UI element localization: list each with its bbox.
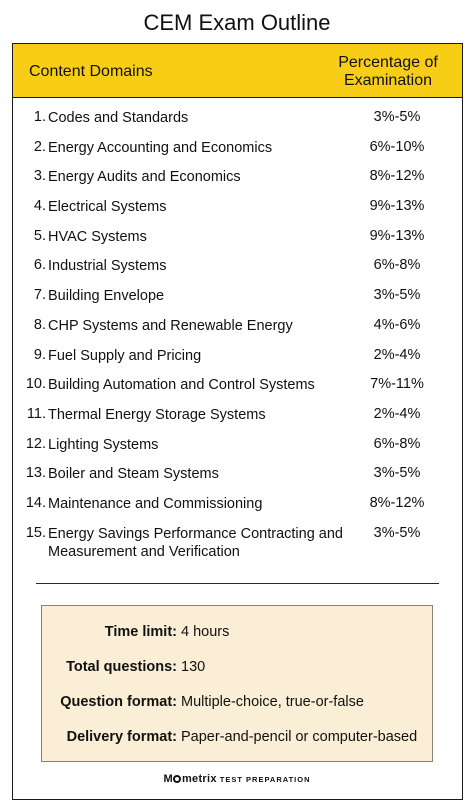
table-header: Content Domains Percentage of Examinatio…: [12, 43, 463, 98]
table-row: 15. Energy Savings Performance Contracti…: [12, 518, 463, 566]
row-percentage: 3%-5%: [373, 287, 421, 304]
row-percentage: 2%-4%: [373, 346, 421, 363]
domain-rows: 1. Codes and Standards 3%-5% 2. Energy A…: [12, 102, 463, 566]
time-limit-label: Time limit:: [104, 624, 177, 640]
row-percentage: 6%-10%: [369, 138, 425, 155]
table-row: 2. Energy Accounting and Economics 6%-10…: [12, 132, 463, 162]
total-questions-value: 130: [181, 659, 206, 675]
table-row: 12. Lighting Systems 6%-8%: [12, 429, 463, 459]
brand-tagline: TEST PREPARATION: [219, 775, 311, 784]
brand-name-suffix: metrix: [181, 773, 217, 785]
row-domain: Energy Savings Performance Contracting a…: [48, 525, 343, 560]
row-domain: Building Envelope: [48, 288, 165, 305]
brand-o-icon: [173, 775, 182, 783]
table-row: 9. Fuel Supply and Pricing 2%-4%: [12, 340, 463, 370]
table-row: 5. HVAC Systems 9%-13%: [12, 221, 463, 251]
table-row: 4. Electrical Systems 9%-13%: [12, 191, 463, 221]
row-number: 7.: [33, 287, 46, 304]
row-percentage: 9%-13%: [369, 198, 425, 215]
row-number: 14.: [25, 494, 46, 511]
divider: [36, 583, 439, 584]
row-domain: Maintenance and Commissioning: [48, 495, 263, 512]
header-content-domains: Content Domains: [29, 63, 153, 80]
row-percentage: 8%-12%: [369, 494, 425, 511]
time-limit-value: 4 hours: [181, 624, 230, 640]
row-number: 1.: [33, 109, 46, 125]
table-row: 3. Energy Audits and Economics 8%-12%: [12, 161, 463, 191]
row-percentage: 6%-8%: [373, 435, 421, 452]
question-format-label: Question format:: [60, 694, 177, 710]
table-row: 7. Building Envelope 3%-5%: [12, 280, 463, 310]
row-percentage: 8%-12%: [369, 168, 425, 185]
row-domain: Energy Audits and Economics: [48, 169, 241, 186]
page-title: CEM Exam Outline: [143, 10, 331, 35]
row-number: 3.: [33, 168, 46, 185]
row-number: 9.: [33, 346, 46, 363]
row-domain: Boiler and Steam Systems: [48, 466, 219, 483]
exam-info-box: Time limit: 4 hours Total questions: 130…: [41, 605, 433, 762]
delivery-format-value: Paper-and-pencil or computer-based: [181, 729, 418, 745]
row-domain: Codes and Standards: [48, 110, 189, 126]
row-domain: CHP Systems and Renewable Energy: [48, 317, 293, 334]
question-format-value: Multiple-choice, true-or-false: [181, 694, 364, 710]
row-percentage: 7%-11%: [370, 376, 424, 393]
row-percentage: 9%-13%: [369, 227, 425, 244]
row-domain: Electrical Systems: [48, 199, 167, 216]
table-row: 13. Boiler and Steam Systems 3%-5%: [12, 458, 463, 488]
table-row: 6. Industrial Systems 6%-8%: [12, 250, 463, 280]
row-number: 5.: [33, 227, 46, 244]
delivery-format-label: Delivery format:: [66, 729, 177, 745]
table-row: 1. Codes and Standards 3%-5%: [12, 102, 463, 132]
row-number: 2.: [33, 138, 46, 155]
row-number: 13.: [25, 465, 46, 482]
row-percentage: 6%-8%: [373, 257, 421, 274]
row-domain: HVAC Systems: [48, 228, 147, 245]
row-domain: Thermal Energy Storage Systems: [48, 406, 266, 423]
row-number: 6.: [33, 257, 46, 274]
total-questions-label: Total questions:: [66, 659, 177, 675]
row-domain: Building Automation and Control Systems: [48, 377, 315, 394]
table-row: 8. CHP Systems and Renewable Energy 4%-6…: [12, 310, 463, 340]
row-percentage: 4%-6%: [373, 316, 421, 333]
row-number: 8.: [33, 316, 46, 333]
row-percentage: 2%-4%: [373, 405, 421, 422]
table-row: 10. Building Automation and Control Syst…: [12, 369, 463, 399]
row-percentage: 3%-5%: [373, 524, 421, 541]
row-domain: Industrial Systems: [48, 258, 167, 275]
row-domain: Lighting Systems: [48, 436, 159, 453]
row-number: 4.: [33, 198, 46, 215]
row-percentage: 3%-5%: [373, 109, 421, 125]
table-row: 11. Thermal Energy Storage Systems 2%-4%: [12, 399, 463, 429]
row-number: 12.: [25, 435, 46, 452]
row-domain: Energy Accounting and Economics: [48, 139, 273, 156]
brand-name-prefix: M: [163, 773, 173, 785]
row-number: 11.: [26, 405, 46, 422]
row-number: 15.: [25, 524, 46, 541]
table-row: 14. Maintenance and Commissioning 8%-12%: [12, 488, 463, 518]
row-domain: Fuel Supply and Pricing: [48, 347, 202, 364]
row-number: 10.: [25, 376, 46, 393]
header-percentage: Percentage of Examination: [338, 54, 438, 89]
row-percentage: 3%-5%: [373, 465, 421, 482]
